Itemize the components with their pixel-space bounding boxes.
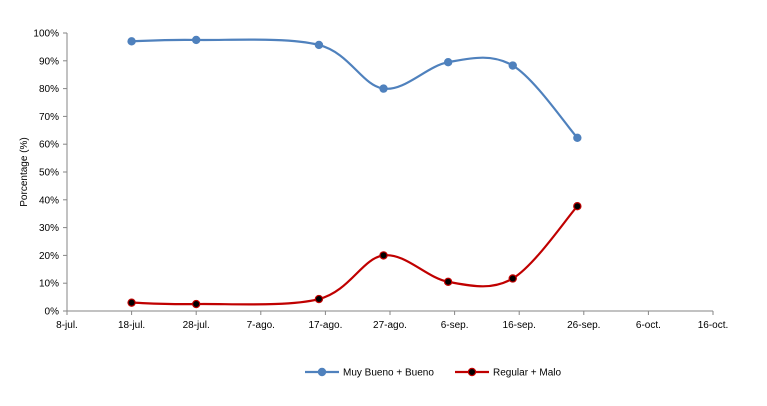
x-tick-label: 8-jul. bbox=[56, 320, 78, 331]
data-point bbox=[127, 37, 136, 46]
y-tick-label: 90% bbox=[39, 56, 59, 67]
x-tick-label: 6-sep. bbox=[441, 320, 469, 331]
legend-marker bbox=[467, 367, 477, 377]
legend-label: Regular + Malo bbox=[493, 368, 562, 379]
data-point bbox=[379, 251, 388, 260]
legend-entry: Muy Bueno + Bueno bbox=[305, 368, 434, 379]
chart-legend: Muy Bueno + Bueno Regular + Malo bbox=[305, 368, 562, 379]
series-line bbox=[131, 205, 579, 306]
y-tick-label: 50% bbox=[39, 168, 59, 179]
data-point bbox=[443, 277, 453, 287]
x-tick-label: 17-ago. bbox=[308, 320, 342, 331]
series-2 bbox=[127, 201, 582, 309]
x-tick-label: 27-ago. bbox=[373, 320, 407, 331]
y-tick-label: 10% bbox=[39, 279, 59, 290]
series-1 bbox=[127, 35, 582, 143]
y-tick-label: 30% bbox=[39, 223, 59, 234]
data-point bbox=[508, 274, 517, 283]
x-tick-label: 18-jul. bbox=[118, 320, 145, 331]
data-point bbox=[314, 294, 324, 304]
y-tick-label: 0% bbox=[45, 307, 60, 318]
data-point bbox=[443, 57, 453, 67]
x-tick-label: 16-sep. bbox=[503, 320, 536, 331]
data-point bbox=[127, 298, 136, 307]
data-point bbox=[314, 40, 324, 50]
legend-label: Muy Bueno + Bueno bbox=[343, 368, 434, 379]
series-layer bbox=[127, 35, 582, 309]
x-tick-label: 28-jul. bbox=[183, 320, 210, 331]
data-point bbox=[573, 201, 582, 211]
data-point bbox=[508, 61, 517, 70]
y-tick-label: 70% bbox=[39, 112, 59, 123]
y-tick-label: 80% bbox=[39, 84, 59, 95]
legend-entry: Regular + Malo bbox=[455, 368, 562, 379]
y-tick-label: 100% bbox=[33, 29, 59, 40]
x-tick-label: 26-sep. bbox=[567, 320, 600, 331]
data-point bbox=[379, 84, 388, 93]
data-point bbox=[191, 299, 201, 309]
data-point bbox=[573, 133, 582, 143]
x-tick-label: 7-ago. bbox=[247, 320, 275, 331]
y-axis-title: Porcentage (%) bbox=[19, 137, 30, 206]
x-tick-label: 6-oct. bbox=[636, 320, 661, 331]
x-tick-label: 16-oct. bbox=[698, 320, 729, 331]
series-line bbox=[131, 38, 579, 139]
y-tick-label: 20% bbox=[39, 251, 59, 262]
y-tick-label: 40% bbox=[39, 195, 59, 206]
data-point bbox=[191, 35, 201, 45]
legend-marker bbox=[317, 367, 327, 377]
chart-axes: 0% 10% 20% 30% 40% 50% 60% 70% 80% 90% 100% 8-jul. 1… bbox=[33, 29, 728, 332]
y-tick-label: 60% bbox=[39, 140, 59, 151]
